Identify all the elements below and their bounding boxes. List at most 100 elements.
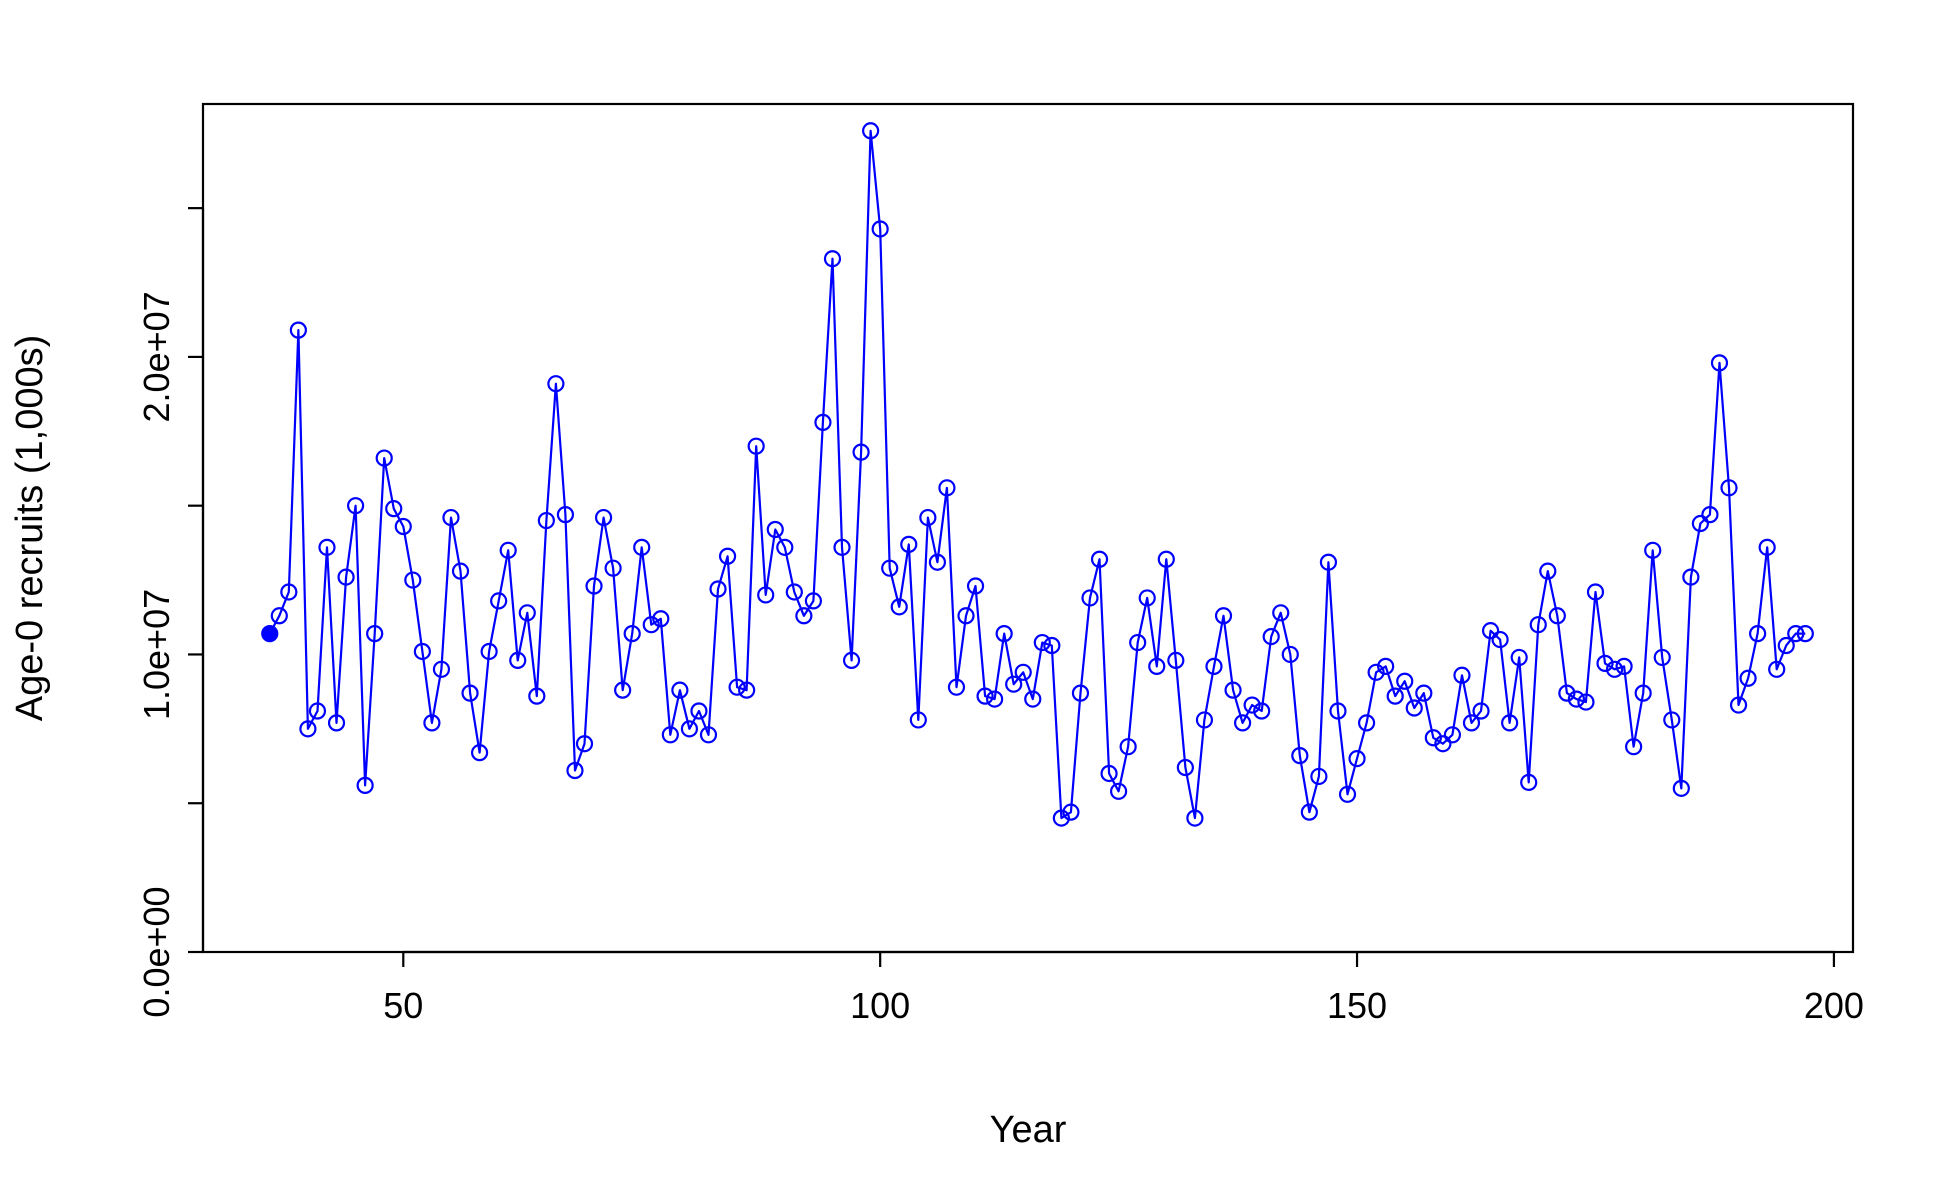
data-point	[1529, 616, 1547, 634]
data-point	[1691, 514, 1709, 533]
data-point	[375, 449, 393, 467]
data-point	[289, 321, 307, 339]
data-point	[1481, 622, 1500, 640]
data-point	[1625, 738, 1643, 756]
data-point	[1186, 809, 1204, 827]
data-point	[1110, 782, 1128, 800]
data-point	[1596, 654, 1614, 672]
data-point	[318, 538, 336, 556]
data-point	[938, 479, 956, 497]
data-point	[1357, 714, 1376, 732]
data-point	[852, 443, 870, 461]
data-point	[1558, 684, 1576, 702]
data-point	[881, 559, 899, 577]
data-point	[1205, 657, 1223, 675]
data-point	[766, 520, 784, 539]
data-point	[928, 553, 946, 571]
data-point	[1405, 699, 1423, 717]
data-point	[556, 506, 575, 524]
data-point	[1005, 675, 1023, 693]
data-point	[1129, 633, 1147, 652]
data-point	[1071, 684, 1090, 702]
data-point	[394, 517, 412, 536]
data-point	[404, 571, 422, 589]
y-tick-label: 1.0e+07	[136, 589, 177, 720]
x-tick-label: 150	[1327, 985, 1387, 1026]
data-point	[1701, 506, 1719, 524]
data-point	[862, 122, 880, 140]
data-point	[738, 681, 756, 699]
data-point	[1491, 630, 1509, 649]
data-point	[1710, 354, 1729, 372]
data-point	[575, 735, 594, 753]
data-point	[919, 508, 937, 527]
data-point	[604, 559, 622, 577]
data-point	[680, 720, 699, 738]
data-point	[890, 598, 908, 616]
data-point	[1281, 645, 1299, 664]
data-point	[652, 610, 670, 628]
data-point	[1386, 687, 1404, 705]
data-points	[261, 122, 1814, 827]
data-point	[909, 711, 927, 729]
data-point	[1062, 803, 1080, 821]
data-point	[518, 604, 536, 622]
data-point	[671, 681, 689, 699]
data-point	[356, 776, 374, 794]
data-point	[1348, 749, 1366, 768]
series-line	[268, 129, 1806, 820]
data-point	[1367, 663, 1385, 681]
data-point	[308, 702, 327, 720]
data-point	[499, 541, 517, 559]
data-point	[270, 607, 288, 625]
y-axis-label: Age-0 recruits (1,000s)	[9, 335, 51, 722]
data-point	[594, 508, 613, 527]
data-point	[1462, 714, 1481, 732]
data-point	[547, 375, 565, 393]
data-point	[1644, 541, 1662, 559]
data-point	[1377, 657, 1395, 675]
data-point	[1749, 625, 1767, 643]
x-tick-label: 100	[850, 985, 910, 1026]
data-point	[451, 562, 470, 580]
data-point	[1167, 651, 1185, 670]
data-point	[327, 714, 346, 732]
data-point	[1605, 660, 1624, 678]
data-point	[442, 508, 460, 527]
data-point	[785, 583, 803, 601]
data-point	[728, 678, 746, 696]
data-point	[709, 580, 727, 598]
data-point	[1758, 538, 1776, 556]
data-point	[633, 538, 651, 556]
y-tick-label: 2.0e+07	[136, 291, 177, 422]
data-point	[795, 607, 813, 625]
data-point	[614, 681, 632, 699]
data-point	[1157, 550, 1175, 568]
data-point	[900, 535, 918, 553]
data-point	[566, 761, 584, 780]
data-point	[699, 726, 718, 744]
data-point	[1138, 589, 1156, 607]
data-point	[1567, 690, 1586, 708]
data-point	[1424, 729, 1442, 747]
data-point	[337, 568, 355, 586]
data-point	[1787, 625, 1805, 643]
data-point	[1300, 803, 1318, 821]
data-point	[1195, 711, 1214, 729]
data-point	[490, 592, 508, 610]
data-point	[1224, 681, 1242, 699]
data-point	[528, 687, 546, 705]
data-point	[1081, 589, 1099, 607]
data-point	[1052, 809, 1070, 827]
data-point	[509, 651, 527, 670]
data-point	[1253, 702, 1271, 720]
data-point	[480, 642, 498, 661]
data-point	[1100, 764, 1118, 783]
data-point	[747, 437, 765, 455]
data-point	[1577, 693, 1595, 711]
data-point	[1262, 628, 1280, 646]
data-point	[1043, 636, 1061, 655]
x-tick-label: 50	[383, 985, 423, 1026]
data-point	[718, 547, 737, 565]
